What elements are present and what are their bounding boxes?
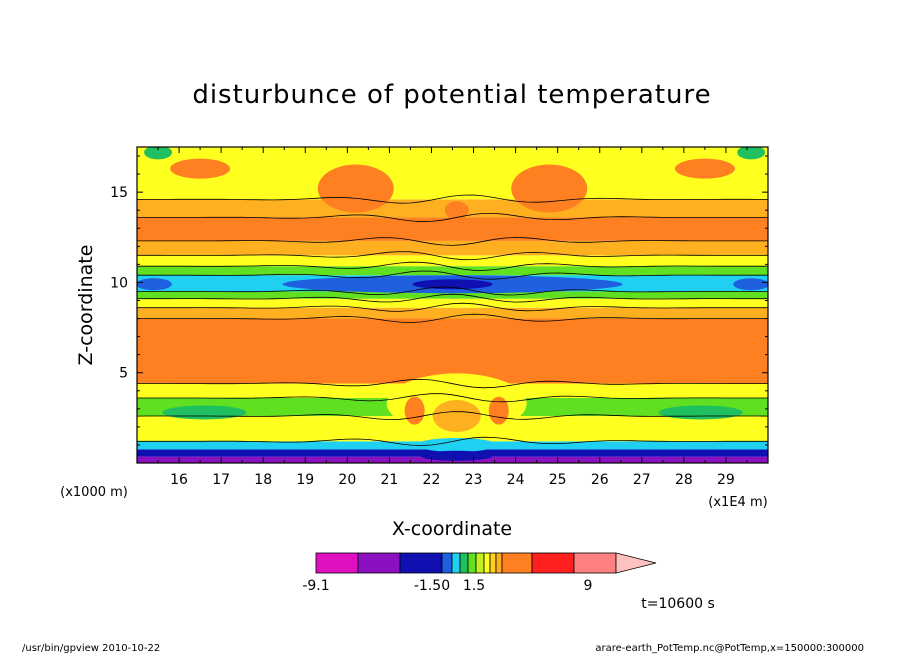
colorbar-segment [531,552,575,574]
colorbar-segment [573,552,617,574]
contour-cell [416,437,497,452]
x-tick-label: 23 [465,472,483,488]
contour-cell [674,158,735,179]
contour-line [137,213,768,223]
colorbar-segment [475,552,485,574]
contour-line [137,237,768,246]
x-tick-label: 29 [717,472,735,488]
x-tick-label: 20 [338,472,356,488]
contour-band [137,147,768,200]
contour-cell [737,222,768,235]
x-axis: 16 17 18 19 20 21 22 23 24 25 26 27 28 29 [157,147,748,488]
contour-band [137,318,768,384]
colorbar-segment [399,552,443,574]
contour-line [137,436,768,446]
colorbar-segment [315,552,359,574]
colorbar-segment [489,552,497,574]
colorbar-label-neg: -1.50 [414,578,450,594]
y-tick-label: 10 [110,275,128,291]
contour-features [137,147,768,461]
contour-cell [432,400,481,433]
contour-band [137,240,768,256]
colorbar-arrow [615,552,657,574]
x-tick-label: 17 [212,472,230,488]
colorbar-segment [495,552,503,574]
colorbar-label-pos: 1.5 [463,578,485,594]
contour-band [137,217,768,241]
y-tick-label: 15 [110,185,128,201]
contour-line [137,302,768,312]
contour-line [137,261,768,271]
y-axis: 5 10 15 [110,155,768,446]
x-axis-label: X-coordinate [392,518,512,540]
contour-line [137,393,768,403]
x-tick-label: 24 [507,472,525,488]
contour-cell [137,278,172,291]
time-label: t=10600 s [641,596,715,612]
contour-line [137,411,768,421]
contour-line [137,251,768,261]
x-tick-label: 16 [170,472,188,488]
colorbar-segment [467,552,477,574]
contour-cell [511,164,588,213]
contour-line [137,378,768,389]
contour-line [137,313,768,323]
contour-line [137,194,768,204]
contour-cell [144,147,173,160]
colorbar-label-min: -9.1 [302,578,329,594]
colorbar-segment [451,552,461,574]
contour-cell [420,450,493,461]
contour-band [137,291,768,299]
contour-lines [137,194,768,446]
x-tick-label: 25 [549,472,567,488]
chart-title: disturbunce of potential temperature [192,80,711,110]
y-axis-label: Z-coordinate [75,245,97,366]
y-unit-label: (x1000 m) [60,485,128,500]
plot-area [137,147,768,463]
contour-cell [444,201,469,220]
footer-right: arare-earth_PotTemp.nc@PotTemp,x=150000:… [595,643,864,654]
x-tick-label: 21 [380,472,398,488]
contour-cell [737,147,766,160]
colorbar-segment [483,552,491,574]
colorbar-segment [357,552,401,574]
x-tick-label: 26 [591,472,609,488]
x-tick-label: 27 [633,472,651,488]
contour-band [137,266,768,276]
contour-cell [162,405,247,420]
contour-line [137,270,768,280]
contour-band [137,307,768,319]
contour-cell [170,158,231,179]
contour-line [137,286,768,296]
contour-cell [317,164,394,213]
contour-cell [488,396,509,425]
contour-cell [137,222,168,235]
footer-left: /usr/bin/gpview 2010-10-22 [22,643,160,654]
x-tick-label: 22 [423,472,441,488]
contour-cell [412,279,493,290]
contour-cell [658,405,743,420]
x-tick-label: 19 [296,472,314,488]
colorbar [315,552,657,574]
colorbar-segment [441,552,453,574]
contour-band [137,298,768,308]
x-tick-label: 18 [254,472,272,488]
y-tick-label: 5 [119,366,128,382]
colorbar-segment [459,552,469,574]
contour-cell [404,396,425,425]
contour-line [137,293,768,303]
colorbar-segment [501,552,533,574]
x-tick-label: 28 [675,472,693,488]
colorbar-label-max: 9 [584,578,593,594]
contour-cell [733,278,768,291]
x-unit-label: (x1E4 m) [708,495,767,510]
contour-band [137,255,768,267]
